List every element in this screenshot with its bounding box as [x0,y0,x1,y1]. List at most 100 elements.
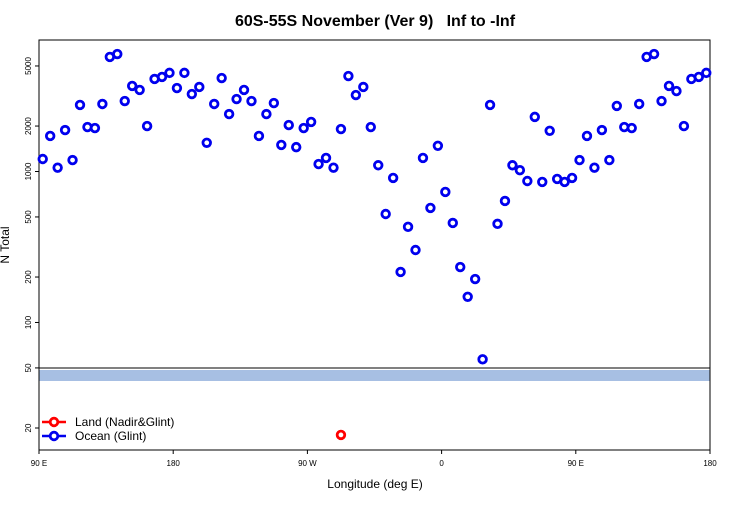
point [261,108,272,120]
point [529,111,540,123]
point [328,162,339,173]
point [350,89,362,101]
point [171,82,183,94]
point [134,84,145,96]
legend-label: Ocean (Glint) [75,429,146,443]
point [358,81,369,93]
x-tick-label: 0 [439,459,444,468]
point [343,70,354,82]
point [469,273,481,285]
point [141,120,153,132]
point [194,81,205,93]
point [544,125,555,137]
point [209,98,220,110]
point [156,71,168,83]
y-tick-label: 1000 [24,162,33,180]
x-axis-label: Longitude (deg E) [327,477,422,491]
point [164,67,175,79]
point [119,95,130,107]
point [402,221,414,233]
point [276,139,287,151]
point [112,48,123,60]
point [59,124,71,136]
y-tick-label: 100 [24,315,33,329]
point [447,217,458,229]
point [44,130,56,142]
ticks: 90 E 180 90 W 0 90 E 180 20 50 100 200 500 1000 2000… [24,57,717,468]
point [537,176,548,188]
chart-title: 60S-55S November (Ver 9) Inf to -Inf [235,13,516,30]
point [499,195,511,207]
point [126,80,138,92]
y-tick-label: 2000 [24,117,33,135]
point [67,154,78,166]
point [656,95,667,107]
point [440,186,451,198]
legend: Land (Nadir&Glint)Ocean (Glint) [42,415,174,443]
point [425,202,436,214]
point [484,99,496,111]
y-tick-label: 20 [24,423,33,432]
point [574,154,585,166]
point [387,172,399,184]
point [216,72,227,84]
point [477,354,488,365]
point [320,152,332,164]
point [380,208,391,220]
point [589,162,600,173]
point [97,98,108,110]
marks [37,48,712,441]
point [455,261,466,273]
point [246,95,257,107]
point [678,120,690,132]
point [507,160,518,171]
point [633,98,645,110]
point [410,244,421,256]
x-tick-label: 90 E [31,459,47,468]
point [365,121,376,133]
point [596,124,608,136]
x-tick-label: 180 [703,459,717,468]
y-tick-label: 500 [24,210,33,224]
point [52,162,63,173]
point [253,130,265,142]
point [305,116,317,128]
point [373,160,384,171]
point [462,291,473,302]
point [492,218,503,230]
point [581,130,593,142]
legend-label: Land (Nadir&Glint) [75,415,174,429]
point [395,266,406,278]
point [223,108,235,120]
legend-marker [48,416,60,428]
point [604,154,615,166]
point [522,175,533,187]
y-axis-label: N Total [0,226,12,263]
point [611,100,623,112]
point [566,172,578,184]
y-tick-label: 5000 [24,57,33,75]
point [238,84,250,96]
point [313,158,324,170]
point [37,153,48,165]
point [432,140,444,151]
point [335,123,347,135]
point [417,152,429,164]
x-tick-label: 90 E [568,459,584,468]
point [693,71,705,83]
point [298,122,309,134]
y-tick-label: 200 [24,270,33,284]
point [74,99,86,111]
point [335,429,347,441]
point [559,176,570,188]
plot-frame [38,39,711,451]
separator-band [39,370,710,381]
point [89,122,101,134]
point [179,67,190,79]
point [268,97,280,109]
point [701,67,712,79]
point [201,137,212,148]
point [626,122,637,134]
point [231,93,242,105]
